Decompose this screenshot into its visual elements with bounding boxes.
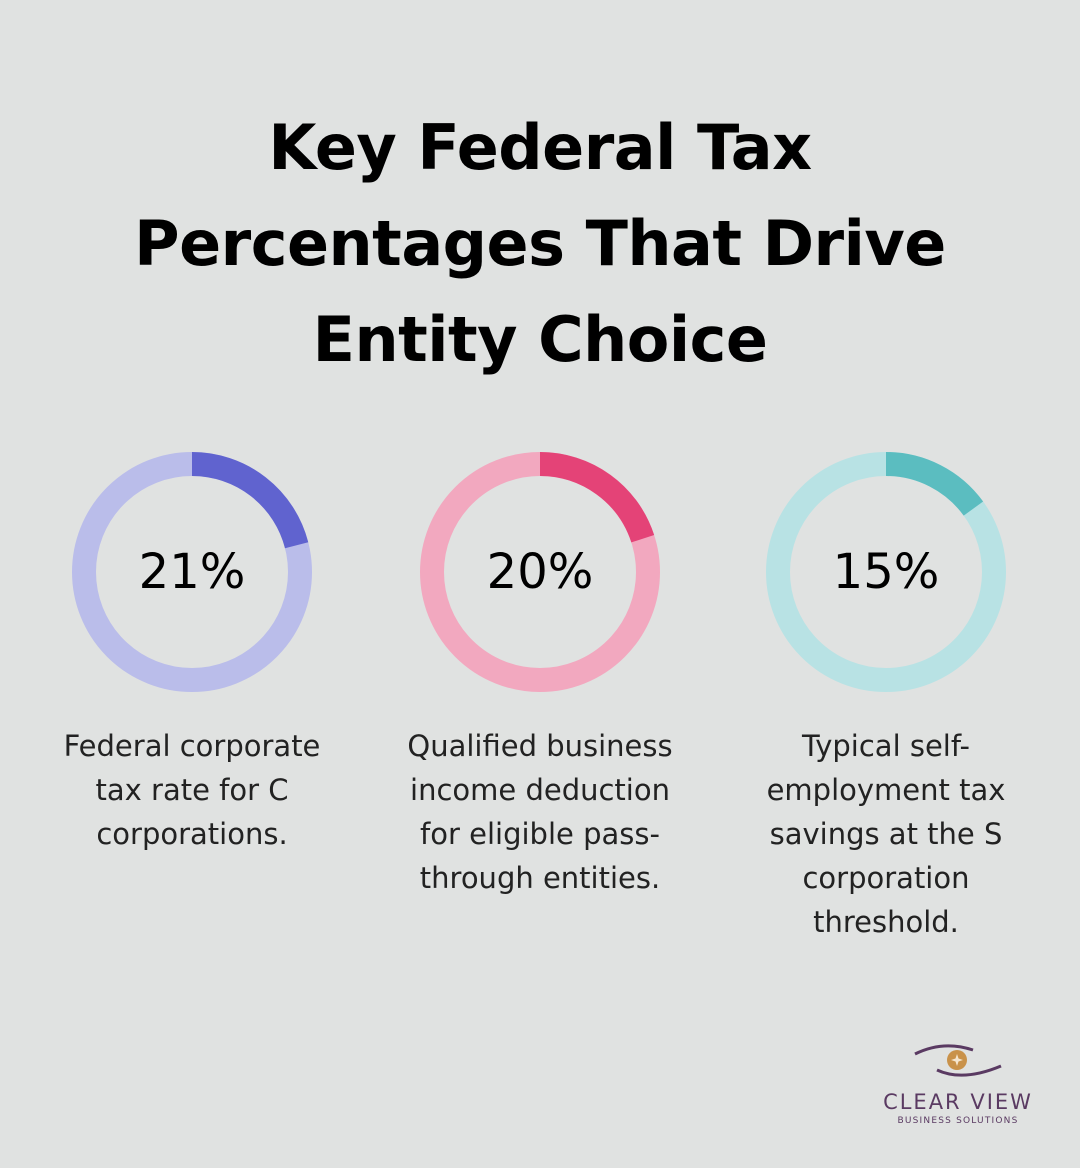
stat-description: Federal corporate tax rate for C corpora… (63, 729, 321, 851)
logo-tagline: BUSINESS SOLUTIONS (897, 1116, 1019, 1126)
page-title: Key Federal Tax Percentages That Drive E… (0, 100, 1080, 388)
brand-logo: CLEAR VIEW BUSINESS SOLUTIONS (866, 1044, 1050, 1126)
stat-description: Typical self- employment tax savings at … (766, 729, 1006, 939)
stat-card-self-employment-savings: 15% Typical self- employment tax savings… (736, 452, 1036, 944)
stat-card-qbi-deduction: 20% Qualified business income deduction … (390, 452, 690, 900)
stat-value: 15% (832, 544, 940, 600)
title-line: Key Federal Tax (268, 111, 812, 184)
title-line: Entity Choice (312, 303, 768, 376)
donut-svg (72, 452, 312, 692)
donut-gauge: 20% (420, 452, 660, 692)
logo-name: CLEAR VIEW (883, 1090, 1033, 1114)
eye-star-icon (914, 1044, 1002, 1077)
stat-value: 21% (138, 544, 246, 600)
donut-gauge: 15% (766, 452, 1006, 692)
stat-value: 20% (486, 544, 594, 600)
stat-card-corporate-rate: 21% Federal corporate tax rate for C cor… (42, 452, 342, 856)
donut-svg (766, 452, 1006, 692)
stat-description: Qualified business income deduction for … (407, 729, 673, 895)
donut-gauge: 21% (72, 452, 312, 692)
donut-svg (420, 452, 660, 692)
title-line: Percentages That Drive (134, 207, 946, 280)
